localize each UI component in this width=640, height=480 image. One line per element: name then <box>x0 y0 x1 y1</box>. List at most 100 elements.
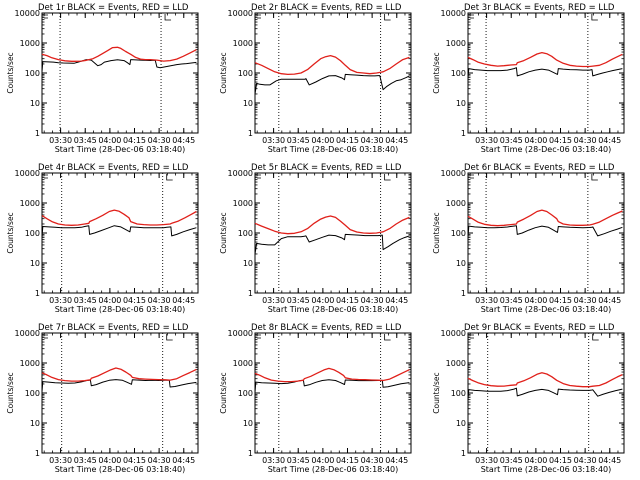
y-tick-label: 1 <box>248 289 253 298</box>
y-tick-label: 10000 <box>15 169 40 178</box>
corner-marker <box>591 14 598 21</box>
y-tick-label: 10 <box>30 259 40 268</box>
y-axis-label: Counts/sec <box>6 52 15 93</box>
x-tick-label: 03:45 <box>500 296 523 305</box>
x-tick-label: 04:45 <box>598 296 621 305</box>
y-axis-label: Counts/sec <box>219 372 228 413</box>
lld-series-line <box>41 209 197 226</box>
corner-marker-left <box>44 174 48 179</box>
x-tick-label: 04:45 <box>385 456 408 465</box>
y-axis-label: Counts/sec <box>219 212 228 253</box>
x-axis-label: Start Time (28-Dec-06 03:18:40) <box>481 465 612 474</box>
events-series-line <box>41 225 197 238</box>
y-tick-label: 1 <box>35 129 40 138</box>
lld-series-line <box>467 372 623 388</box>
x-tick-label: 04:45 <box>598 456 621 465</box>
detector-panel-7: Det 7r BLACK = Events, RED = LLD 1 10 100 10… <box>6 323 199 474</box>
y-tick-label: 10 <box>243 259 253 268</box>
panel-title: Det 4r BLACK = Events, RED = LLD <box>38 163 189 173</box>
corner-marker-left <box>44 14 48 19</box>
corner-marker <box>166 334 173 341</box>
panel-title: Det 1r BLACK = Events, RED = LLD <box>38 3 189 13</box>
lld-series-line <box>467 51 623 68</box>
corner-marker <box>592 334 599 341</box>
x-tick-label: 04:15 <box>123 296 146 305</box>
events-series-line <box>254 379 410 393</box>
x-tick-label: 04:00 <box>524 136 547 145</box>
x-tick-label: 03:45 <box>500 456 523 465</box>
y-tick-label: 100 <box>451 229 466 238</box>
y-tick-label: 1000 <box>233 39 253 48</box>
corner-marker-left <box>470 174 474 179</box>
x-tick-label: 04:45 <box>172 296 195 305</box>
y-tick-label: 1 <box>461 289 466 298</box>
corner-marker-left <box>257 14 261 19</box>
y-tick-label: 10000 <box>441 9 466 18</box>
y-tick-label: 1000 <box>20 39 40 48</box>
panel-title: Det 7r BLACK = Events, RED = LLD <box>38 323 189 333</box>
x-tick-label: 04:15 <box>123 456 146 465</box>
lld-series-line <box>254 54 410 76</box>
x-tick-label: 04:15 <box>549 136 572 145</box>
x-tick-label: 03:45 <box>74 456 97 465</box>
detector-panel-9: Det 9r BLACK = Events, RED = LLD 1 10 100 10… <box>432 323 625 474</box>
x-axis-label: Start Time (28-Dec-06 03:18:40) <box>268 145 399 154</box>
panel-title: Det 9r BLACK = Events, RED = LLD <box>464 323 615 333</box>
x-tick-label: 04:00 <box>311 456 334 465</box>
detector-panel-1: Det 1r BLACK = Events, RED = LLD 1 10 100 10… <box>6 3 199 154</box>
y-tick-label: 1 <box>461 129 466 138</box>
panel-title: Det 2r BLACK = Events, RED = LLD <box>251 3 402 13</box>
corner-marker <box>384 334 391 341</box>
x-tick-label: 04:45 <box>172 136 195 145</box>
y-tick-label: 10000 <box>441 169 466 178</box>
x-tick-label: 04:30 <box>148 296 171 305</box>
corner-marker <box>166 174 173 181</box>
y-tick-label: 1 <box>35 449 40 458</box>
x-axis-label: Start Time (28-Dec-06 03:18:40) <box>268 305 399 314</box>
detector-panel-4: Det 4r BLACK = Events, RED = LLD 1 10 100 10… <box>6 163 199 314</box>
y-axis-label: Counts/sec <box>432 52 441 93</box>
x-axis-label: Start Time (28-Dec-06 03:18:40) <box>481 305 612 314</box>
plot-frame <box>41 12 199 134</box>
y-tick-label: 10000 <box>441 329 466 338</box>
x-tick-label: 04:15 <box>336 136 359 145</box>
x-tick-label: 04:45 <box>385 136 408 145</box>
y-tick-label: 10000 <box>15 9 40 18</box>
corner-marker-left <box>44 334 48 339</box>
x-tick-label: 04:45 <box>172 456 195 465</box>
y-tick-label: 100 <box>451 389 466 398</box>
x-tick-label: 04:30 <box>148 136 171 145</box>
lld-series-line <box>254 215 410 235</box>
x-tick-label: 03:45 <box>287 136 310 145</box>
y-tick-label: 10 <box>30 99 40 108</box>
y-axis-label: Counts/sec <box>6 212 15 253</box>
x-tick-label: 03:30 <box>475 136 498 145</box>
lld-series-line <box>41 367 197 382</box>
events-series-line <box>467 225 623 238</box>
x-tick-label: 04:30 <box>148 456 171 465</box>
y-tick-label: 1000 <box>20 199 40 208</box>
x-tick-label: 04:15 <box>336 456 359 465</box>
corner-marker-left <box>257 174 261 179</box>
panel-title: Det 5r BLACK = Events, RED = LLD <box>251 163 402 173</box>
detector-panel-2: Det 2r BLACK = Events, RED = LLD 1 10 100 10… <box>219 3 412 154</box>
x-tick-label: 03:45 <box>287 456 310 465</box>
y-tick-label: 100 <box>451 69 466 78</box>
events-series-line <box>467 67 623 79</box>
y-tick-label: 10000 <box>228 329 253 338</box>
panel-title: Det 3r BLACK = Events, RED = LLD <box>464 3 615 13</box>
x-tick-label: 04:00 <box>98 136 121 145</box>
y-tick-label: 1000 <box>20 359 40 368</box>
x-tick-label: 03:30 <box>262 136 285 145</box>
y-tick-label: 100 <box>238 229 253 238</box>
x-tick-label: 04:00 <box>98 296 121 305</box>
x-tick-label: 04:30 <box>574 136 597 145</box>
y-tick-label: 1000 <box>446 199 466 208</box>
x-axis-label: Start Time (28-Dec-06 03:18:40) <box>55 305 186 314</box>
y-tick-label: 100 <box>238 69 253 78</box>
events-series-line <box>254 233 410 255</box>
x-tick-label: 03:45 <box>500 136 523 145</box>
corner-marker <box>384 14 391 21</box>
lld-series-line <box>467 209 623 227</box>
corner-marker <box>384 174 391 181</box>
